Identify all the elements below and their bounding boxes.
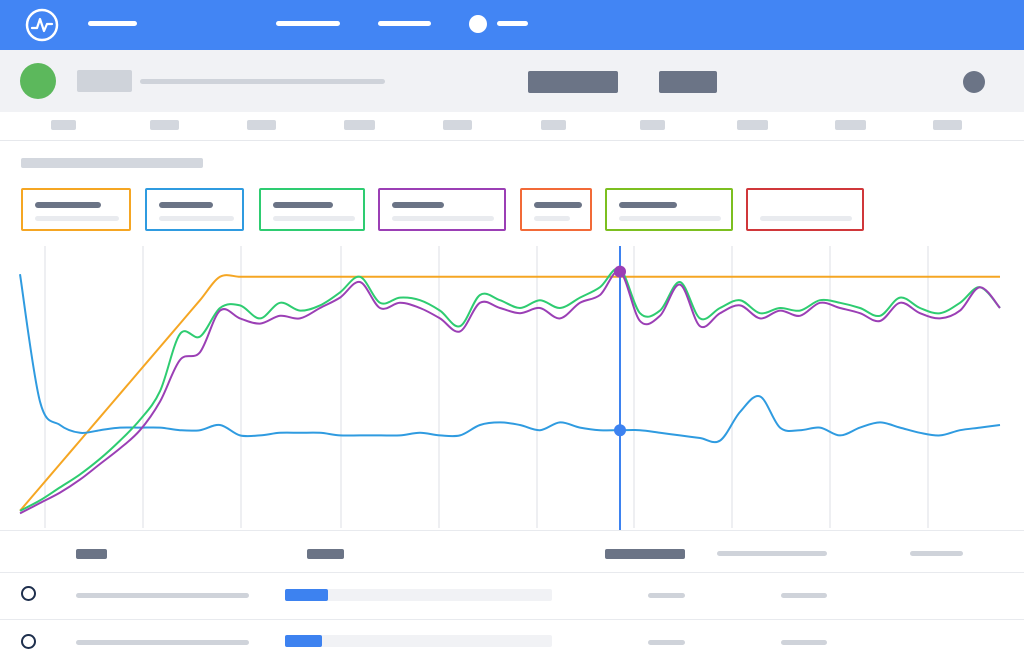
progress-bar (285, 635, 552, 647)
range-tab[interactable] (835, 120, 866, 130)
range-tab[interactable] (541, 120, 566, 130)
legend-item-purple[interactable] (378, 188, 506, 231)
sub-header-title (77, 70, 132, 92)
nav-item-1[interactable] (88, 21, 137, 26)
legend-item-orange[interactable] (21, 188, 131, 231)
hover-marker[interactable] (614, 265, 626, 278)
range-tabs (0, 112, 1024, 141)
app-logo[interactable] (25, 8, 59, 42)
column-header[interactable] (605, 549, 685, 559)
legend-item-lime[interactable] (605, 188, 733, 231)
series-line[interactable] (19, 274, 1000, 512)
legend-item-green[interactable] (259, 188, 365, 231)
action-button-primary[interactable] (528, 71, 618, 93)
legend-item-red-orange[interactable] (520, 188, 592, 231)
row-value (781, 593, 827, 598)
legend-item-blue[interactable] (145, 188, 244, 231)
range-tab[interactable] (737, 120, 768, 130)
sub-header-subtitle (140, 79, 385, 84)
status-dot-icon (20, 63, 56, 99)
series-line[interactable] (19, 267, 1001, 512)
column-header[interactable] (910, 551, 963, 556)
wave-logo-icon (25, 8, 59, 42)
row-name (76, 640, 249, 645)
nav-item-3[interactable] (378, 21, 431, 26)
progress-bar (285, 589, 552, 601)
user-menu-label[interactable] (497, 21, 528, 26)
progress-fill (285, 635, 323, 647)
row-name (76, 593, 249, 598)
line-chart[interactable] (0, 246, 1024, 530)
hover-marker[interactable] (614, 424, 626, 437)
range-tab[interactable] (933, 120, 962, 130)
table-top-border (0, 530, 1024, 531)
avatar-circle-icon[interactable] (469, 15, 487, 33)
range-tab[interactable] (443, 120, 472, 130)
progress-fill (285, 589, 328, 601)
row-divider (0, 619, 1024, 620)
nav-item-2[interactable] (276, 21, 340, 26)
sub-header (0, 50, 1024, 112)
range-tab[interactable] (247, 120, 276, 130)
series-line[interactable] (19, 274, 1001, 444)
legend-item-red[interactable] (746, 188, 864, 231)
row-value (648, 593, 685, 598)
column-header[interactable] (307, 549, 344, 559)
table-header-divider (0, 572, 1024, 573)
series-line[interactable] (19, 270, 1001, 515)
range-tab[interactable] (640, 120, 665, 130)
action-button-secondary[interactable] (659, 71, 717, 93)
chart-title (21, 158, 203, 168)
user-circle-icon[interactable] (963, 71, 985, 93)
range-tab[interactable] (344, 120, 375, 130)
row-value (648, 640, 685, 645)
column-header[interactable] (717, 551, 827, 556)
range-tab[interactable] (51, 120, 76, 130)
column-header[interactable] (76, 549, 107, 559)
range-tab[interactable] (150, 120, 179, 130)
row-value (781, 640, 827, 645)
top-navigation-bar (0, 0, 1024, 50)
row-select-radio[interactable] (21, 634, 36, 649)
row-select-radio[interactable] (21, 586, 36, 601)
